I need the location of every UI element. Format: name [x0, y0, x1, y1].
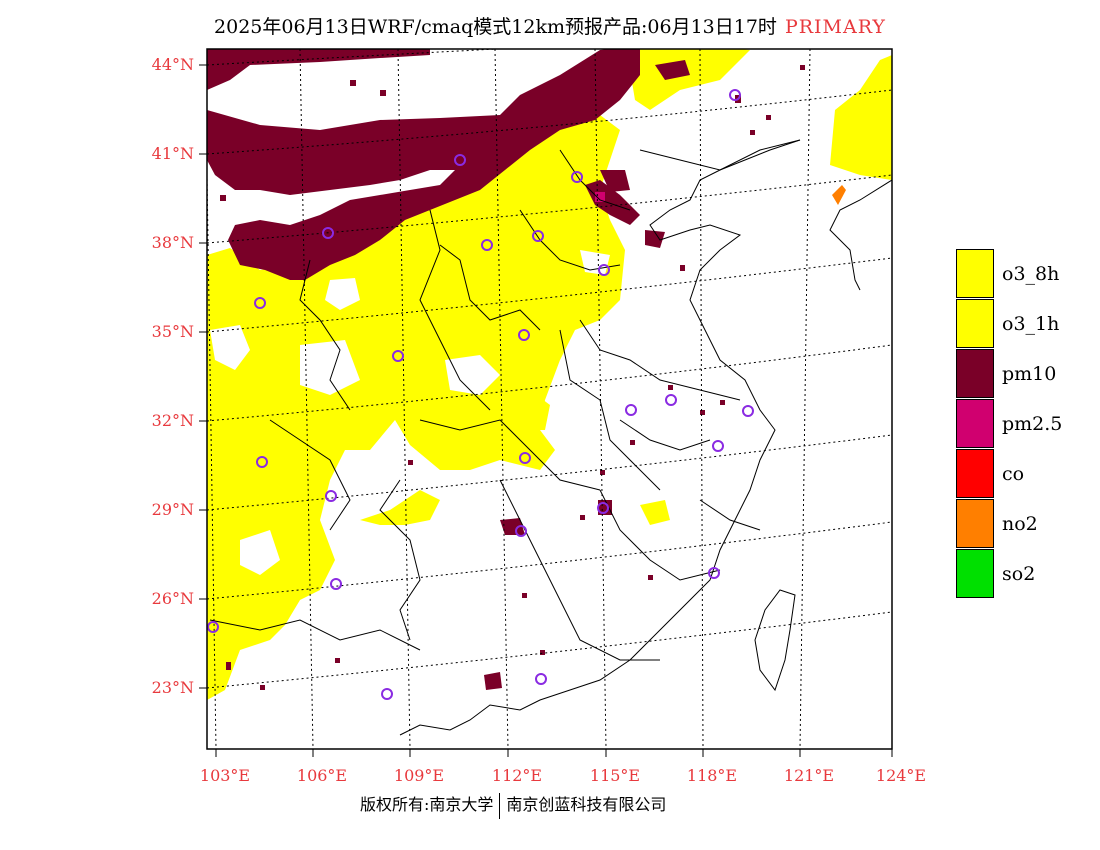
legend-swatch [956, 399, 994, 448]
legend-swatch [956, 249, 994, 298]
latitude-lines [207, 49, 892, 689]
plot-frame [206, 48, 893, 750]
lat-label-32: 32°N [151, 411, 194, 430]
lon-label-121: 121°E [783, 766, 835, 785]
map-title: 2025年06月13日WRF/cmaq模式12km预报产品:06月13日17时 P… [0, 12, 1100, 39]
lat-label-29: 29°N [151, 500, 194, 519]
legend-label: o3_8h [1002, 263, 1060, 285]
lon-label-106: 106°E [296, 766, 348, 785]
lon-label-103: 103°E [199, 766, 251, 785]
clear-gaps [210, 250, 610, 575]
station-markers [207, 89, 754, 700]
pm25-patch [595, 192, 605, 202]
copyright-company: 南京创蓝科技有限公司 [506, 795, 667, 814]
primary-tag: PRIMARY [784, 16, 886, 38]
legend-swatch [956, 299, 994, 348]
legend-label: co [1002, 463, 1025, 485]
footer-divider [499, 792, 501, 819]
lat-label-23: 23°N [151, 678, 194, 697]
title-text: 2025年06月13日WRF/cmaq模式12km预报产品:06月13日17时 [214, 16, 777, 38]
lat-label-41: 41°N [151, 144, 194, 163]
legend-label: no2 [1002, 513, 1038, 535]
legend-swatch [956, 549, 994, 598]
legend-label: pm10 [1002, 363, 1057, 385]
lat-label-38: 38°N [151, 233, 194, 252]
lon-label-115: 115°E [589, 766, 641, 785]
legend-swatch [956, 449, 994, 498]
copyright-footer: 版权所有:南京大学 南京创蓝科技有限公司 [360, 791, 666, 819]
longitude-lines [207, 49, 892, 749]
pm10-region [207, 49, 690, 690]
coastline [399, 139, 892, 736]
legend-swatch [956, 499, 994, 548]
legend-label: o3_1h [1002, 313, 1060, 335]
lon-label-109: 109°E [393, 766, 445, 785]
lat-label-35: 35°N [151, 322, 194, 341]
lon-label-112: 112°E [491, 766, 543, 785]
axis-ticks [199, 64, 893, 757]
lat-label-44: 44°N [151, 55, 194, 74]
copyright-owner: 版权所有:南京大学 [360, 795, 494, 814]
legend-label: pm2.5 [1002, 413, 1063, 435]
legend-label: so2 [1002, 563, 1036, 585]
lon-label-124: 124°E [875, 766, 927, 785]
legend-swatch [956, 349, 994, 398]
lat-label-26: 26°N [151, 589, 194, 608]
lon-label-118: 118°E [686, 766, 738, 785]
pm10-pixels [220, 65, 805, 690]
no2-patch [832, 185, 846, 205]
